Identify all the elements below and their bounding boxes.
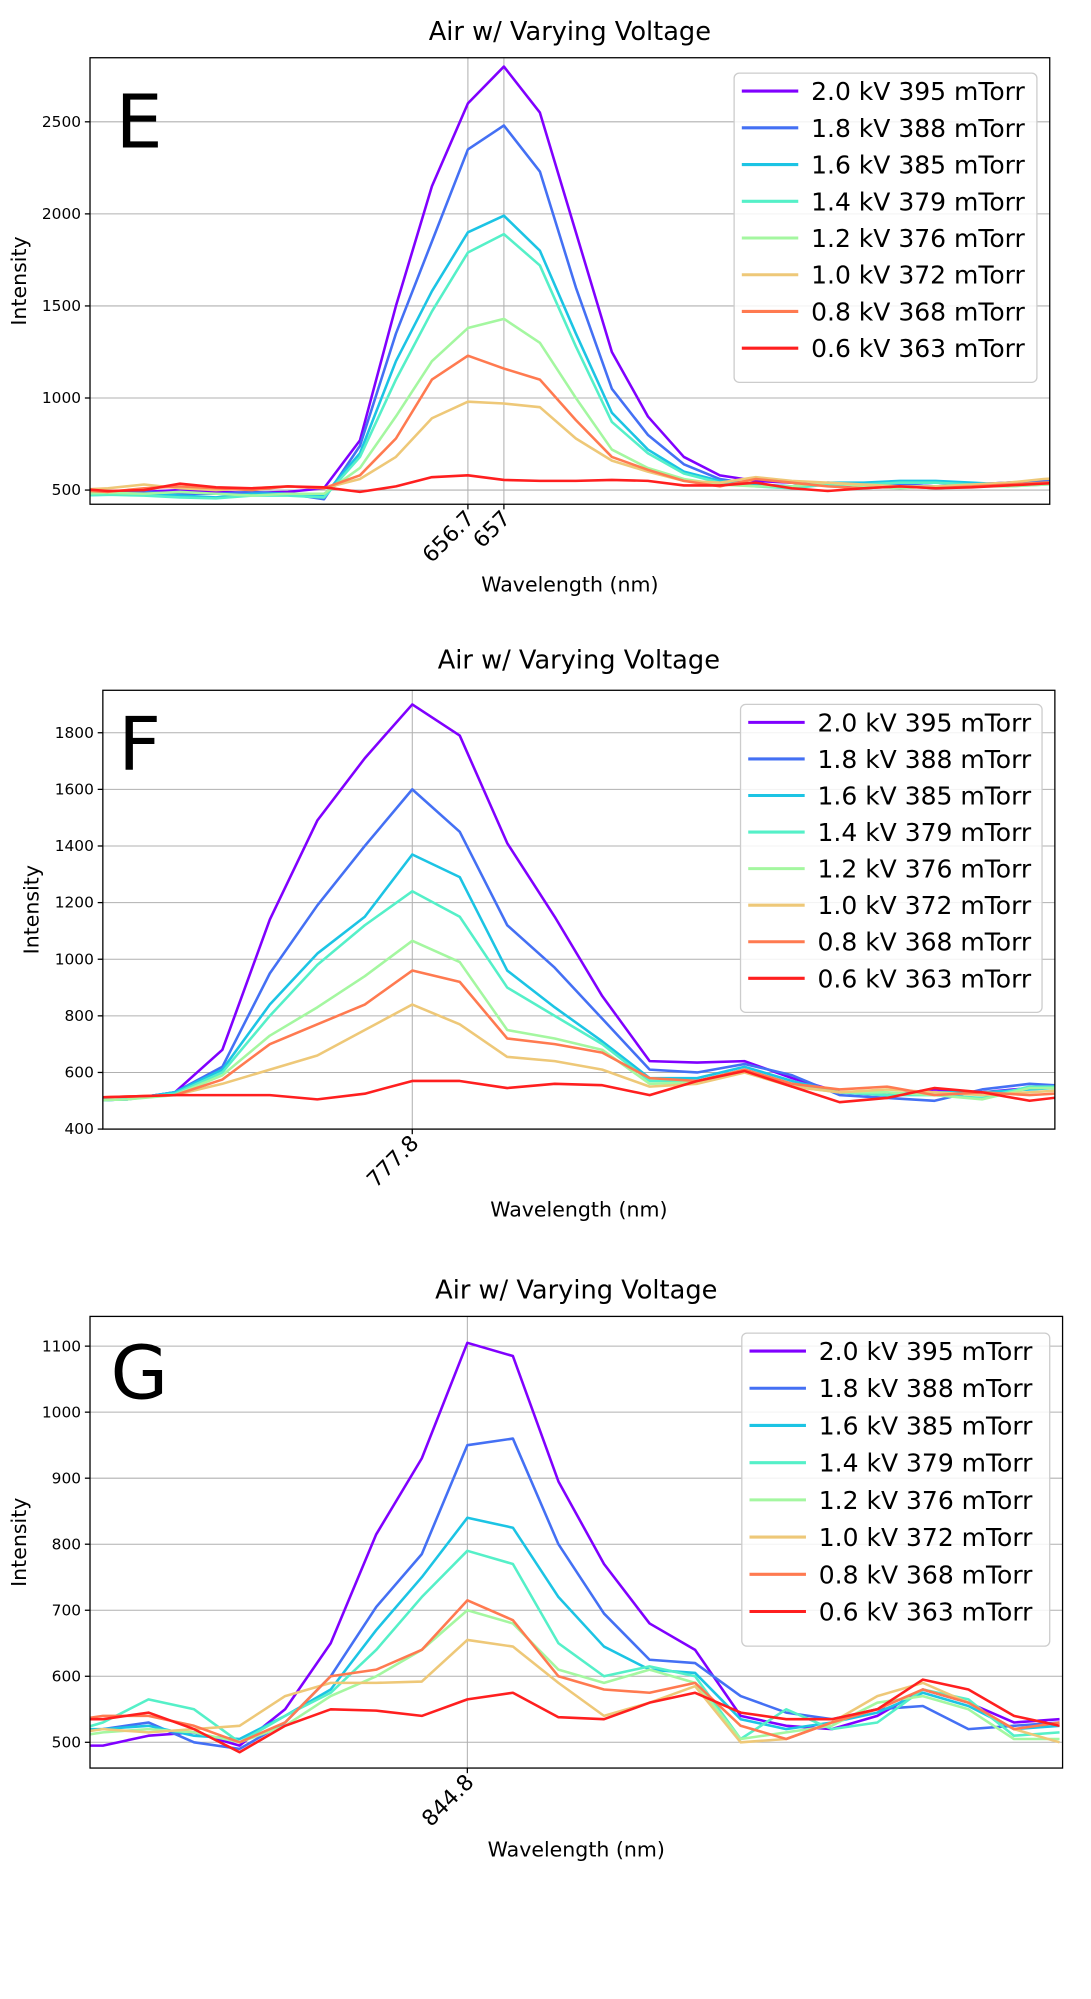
series-line [90, 400, 1050, 492]
y-tick-label: 1600 [55, 781, 94, 799]
legend-label: 1.2 kV 376 mTorr [818, 855, 1032, 884]
y-tick-label: 700 [52, 1601, 81, 1619]
legend-label: 2.0 kV 395 mTorr [811, 77, 1025, 106]
x-axis-label: Wavelength (nm) [488, 1838, 665, 1862]
series-line [90, 474, 1050, 494]
y-tick-label: 1000 [42, 1403, 81, 1421]
y-tick-label: 400 [65, 1120, 94, 1138]
legend-label: 0.8 kV 368 mTorr [819, 1560, 1033, 1589]
y-tick-label: 1800 [55, 724, 94, 742]
y-axis-label: Intensity [7, 236, 31, 325]
legend-label: 1.0 kV 372 mTorr [819, 1523, 1033, 1552]
series-line [102, 890, 1055, 1102]
legend-box [739, 703, 1043, 1013]
plot-frame [89, 1315, 1064, 1769]
legend-box [733, 72, 1038, 383]
x-tick-label: 844.8 [417, 1770, 479, 1832]
plot-lines [90, 65, 1050, 501]
series-line [102, 788, 1055, 1103]
legend-label: 1.6 kV 385 mTorr [818, 781, 1032, 810]
y-tick-label: 1000 [55, 950, 94, 968]
legend-label: 1.2 kV 376 mTorr [819, 1486, 1033, 1515]
legend-label: 1.8 kV 388 mTorr [811, 114, 1025, 143]
legend-label: 0.6 kV 363 mTorr [811, 334, 1025, 363]
series-line [90, 1638, 1060, 1744]
legend-label: 1.8 kV 388 mTorr [818, 745, 1032, 774]
legend-label: 1.0 kV 372 mTorr [811, 261, 1025, 290]
y-tick-label: 800 [65, 1007, 94, 1025]
y-tick-label: 1400 [55, 837, 94, 855]
series-line [90, 1678, 1060, 1754]
y-tick-label: 2500 [42, 113, 81, 131]
x-axis-label: Wavelength (nm) [490, 1197, 667, 1221]
annotation: G [111, 1330, 169, 1417]
y-tick-label: 600 [65, 1064, 94, 1082]
x-tick-label: 657 [469, 506, 516, 553]
chart-title: Air w/ Varying Voltage [429, 17, 711, 47]
chart-title: Air w/ Varying Voltage [435, 1275, 717, 1305]
series-line [90, 1437, 1060, 1751]
y-tick-label: 1100 [42, 1337, 81, 1355]
y-axis-label: Intensity [20, 865, 44, 954]
y-tick-label: 2000 [42, 205, 81, 223]
annotation: E [116, 79, 163, 166]
legend-label: 1.4 kV 379 mTorr [811, 187, 1025, 216]
y-tick-label: 900 [52, 1469, 81, 1487]
legend-label: 1.4 kV 379 mTorr [818, 818, 1032, 847]
plot-lines [90, 1341, 1060, 1754]
y-tick-label: 500 [52, 1733, 81, 1751]
legend-label: 0.6 kV 363 mTorr [819, 1597, 1033, 1626]
y-tick-label: 500 [52, 481, 81, 499]
x-axis-label: Wavelength (nm) [481, 572, 658, 596]
legend-label: 1.6 kV 385 mTorr [811, 151, 1025, 180]
y-tick-label: 600 [52, 1667, 81, 1685]
y-tick-label: 1500 [42, 297, 81, 315]
chart-title: Air w/ Varying Voltage [438, 645, 720, 675]
legend-label: 0.8 kV 368 mTorr [811, 297, 1025, 326]
series-line [90, 1549, 1060, 1744]
legend-label: 2.0 kV 395 mTorr [818, 708, 1032, 737]
y-tick-label: 1200 [55, 894, 94, 912]
legend-label: 1.8 kV 388 mTorr [819, 1374, 1033, 1403]
x-tick-label: 777.8 [362, 1131, 424, 1193]
legend-label: 2.0 kV 395 mTorr [819, 1337, 1033, 1366]
plot-lines [102, 703, 1055, 1104]
y-tick-label: 800 [52, 1535, 81, 1553]
plot-frame [89, 57, 1051, 505]
annotation: F [118, 701, 161, 788]
plot-frame [102, 689, 1056, 1130]
y-tick-label: 1000 [42, 389, 81, 407]
legend-label: 0.8 kV 368 mTorr [818, 928, 1032, 957]
legend-label: 1.0 kV 372 mTorr [818, 891, 1032, 920]
series-line [102, 969, 1055, 1099]
y-axis-label: Intensity [7, 1498, 31, 1587]
legend-label: 1.2 kV 376 mTorr [811, 224, 1025, 253]
series-line [90, 1599, 1060, 1744]
legend-label: 1.4 kV 379 mTorr [819, 1449, 1033, 1478]
series-line [90, 232, 1050, 500]
series-line [102, 1069, 1055, 1104]
legend-label: 1.6 kV 385 mTorr [819, 1411, 1033, 1440]
legend-label: 0.6 kV 363 mTorr [818, 964, 1032, 993]
legend-box [741, 1332, 1051, 1647]
